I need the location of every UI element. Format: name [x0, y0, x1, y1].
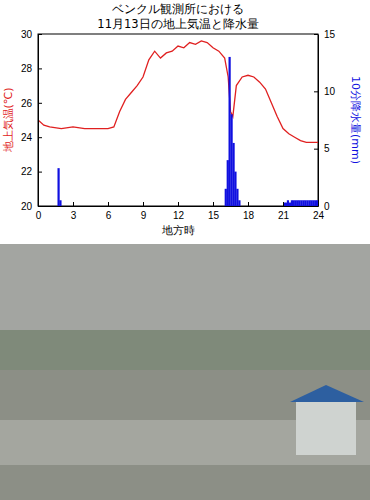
tick-label: 0 — [36, 210, 42, 221]
tick: 10 — [314, 86, 336, 97]
axis-line — [38, 35, 39, 207]
tick-label: 26 — [21, 98, 33, 109]
photo-hut-roof — [290, 385, 364, 402]
rain-bar — [231, 114, 233, 206]
tick-label: 6 — [106, 210, 112, 221]
tick: 30 — [21, 29, 42, 40]
rain-bar — [238, 200, 240, 206]
tick-mark — [38, 68, 42, 69]
tick: 24 — [21, 132, 42, 143]
tick-mark — [143, 202, 144, 206]
tick-label: 21 — [278, 210, 290, 221]
tick-mark — [38, 103, 42, 104]
title: 11月13日の地上気温と降水量 — [97, 17, 258, 31]
tick-label: 3 — [71, 210, 77, 221]
plot-area — [38, 41, 318, 206]
tick-label: 15 — [324, 29, 336, 40]
tick-mark — [314, 91, 318, 92]
tick: 0 — [314, 201, 330, 212]
tick-label: 15 — [208, 210, 220, 221]
rain-bar — [289, 203, 291, 206]
rain-bar — [234, 172, 236, 206]
tick: 15 — [314, 29, 336, 40]
temperature-line — [38, 41, 318, 142]
axis-line — [39, 206, 319, 207]
rain-bar — [304, 200, 306, 206]
tick-mark — [38, 172, 42, 173]
tick-mark — [178, 202, 179, 206]
tick-mark — [108, 202, 109, 206]
tick: 15 — [208, 202, 220, 221]
x-axis-title: 地方時 — [161, 224, 195, 237]
tick-mark — [213, 202, 214, 206]
y2-axis: 0 5 10 15 — [314, 29, 336, 212]
rain-bar — [312, 200, 314, 206]
tick-label: 18 — [243, 210, 255, 221]
tick-label: 0 — [324, 201, 330, 212]
tick: 21 — [278, 202, 290, 221]
tick-mark — [38, 206, 42, 207]
rain-bar — [316, 200, 318, 206]
y-axis: 20 22 24 26 28 30 — [21, 29, 42, 212]
tick: 20 — [21, 201, 42, 212]
photo-trees — [0, 330, 370, 370]
tick-mark — [314, 149, 318, 150]
tick-mark — [38, 34, 42, 35]
rain-bar — [225, 189, 227, 206]
tick-label: 9 — [141, 210, 147, 221]
tick-label: 28 — [21, 63, 33, 74]
tick-label: 10 — [324, 86, 336, 97]
rain-bar — [283, 203, 285, 206]
photo-hut — [296, 400, 356, 455]
tick: 18 — [243, 202, 255, 221]
rain-bar — [293, 200, 295, 206]
rain-bar — [236, 189, 238, 206]
tick-mark — [283, 202, 284, 206]
photo-ground — [0, 370, 370, 500]
rain-bar — [299, 200, 301, 206]
tick: 3 — [71, 202, 77, 221]
tick: 6 — [106, 202, 112, 221]
tick-mark — [73, 202, 74, 206]
tick-mark — [38, 137, 42, 138]
title: ベンクル観測所における — [112, 2, 244, 16]
y-axis-title: 地上気温(℃) — [2, 88, 15, 154]
plot-frame — [38, 34, 318, 206]
rain-bar — [310, 200, 312, 206]
tick: 22 — [21, 166, 42, 177]
rain-bar — [229, 57, 231, 206]
tick: 9 — [141, 202, 147, 221]
tick: 12 — [173, 202, 185, 221]
tick-label: 30 — [21, 29, 33, 40]
tick: 5 — [314, 143, 330, 154]
tick-mark — [314, 206, 318, 207]
rain-bar — [306, 200, 308, 206]
tick-label: 20 — [21, 201, 33, 212]
rain-bar — [295, 200, 297, 206]
axis-line — [318, 35, 319, 207]
tick-label: 24 — [21, 132, 33, 143]
rain-bar — [59, 200, 61, 206]
x-axis: 0 3 6 9 12 15 18 21 24 — [36, 202, 325, 221]
tick-label: 24 — [313, 210, 325, 221]
tick-label: 5 — [324, 143, 330, 154]
tick-label: 22 — [21, 166, 33, 177]
tick: 26 — [21, 98, 42, 109]
rain-bar — [301, 200, 303, 206]
tick-label: 12 — [173, 210, 185, 221]
tick: 28 — [21, 63, 42, 74]
rain-bar — [287, 200, 289, 206]
y2-axis-title: 10分降水量(mm) — [349, 76, 362, 164]
photo — [0, 244, 370, 500]
tick-mark — [314, 34, 318, 35]
tick-mark — [248, 202, 249, 206]
